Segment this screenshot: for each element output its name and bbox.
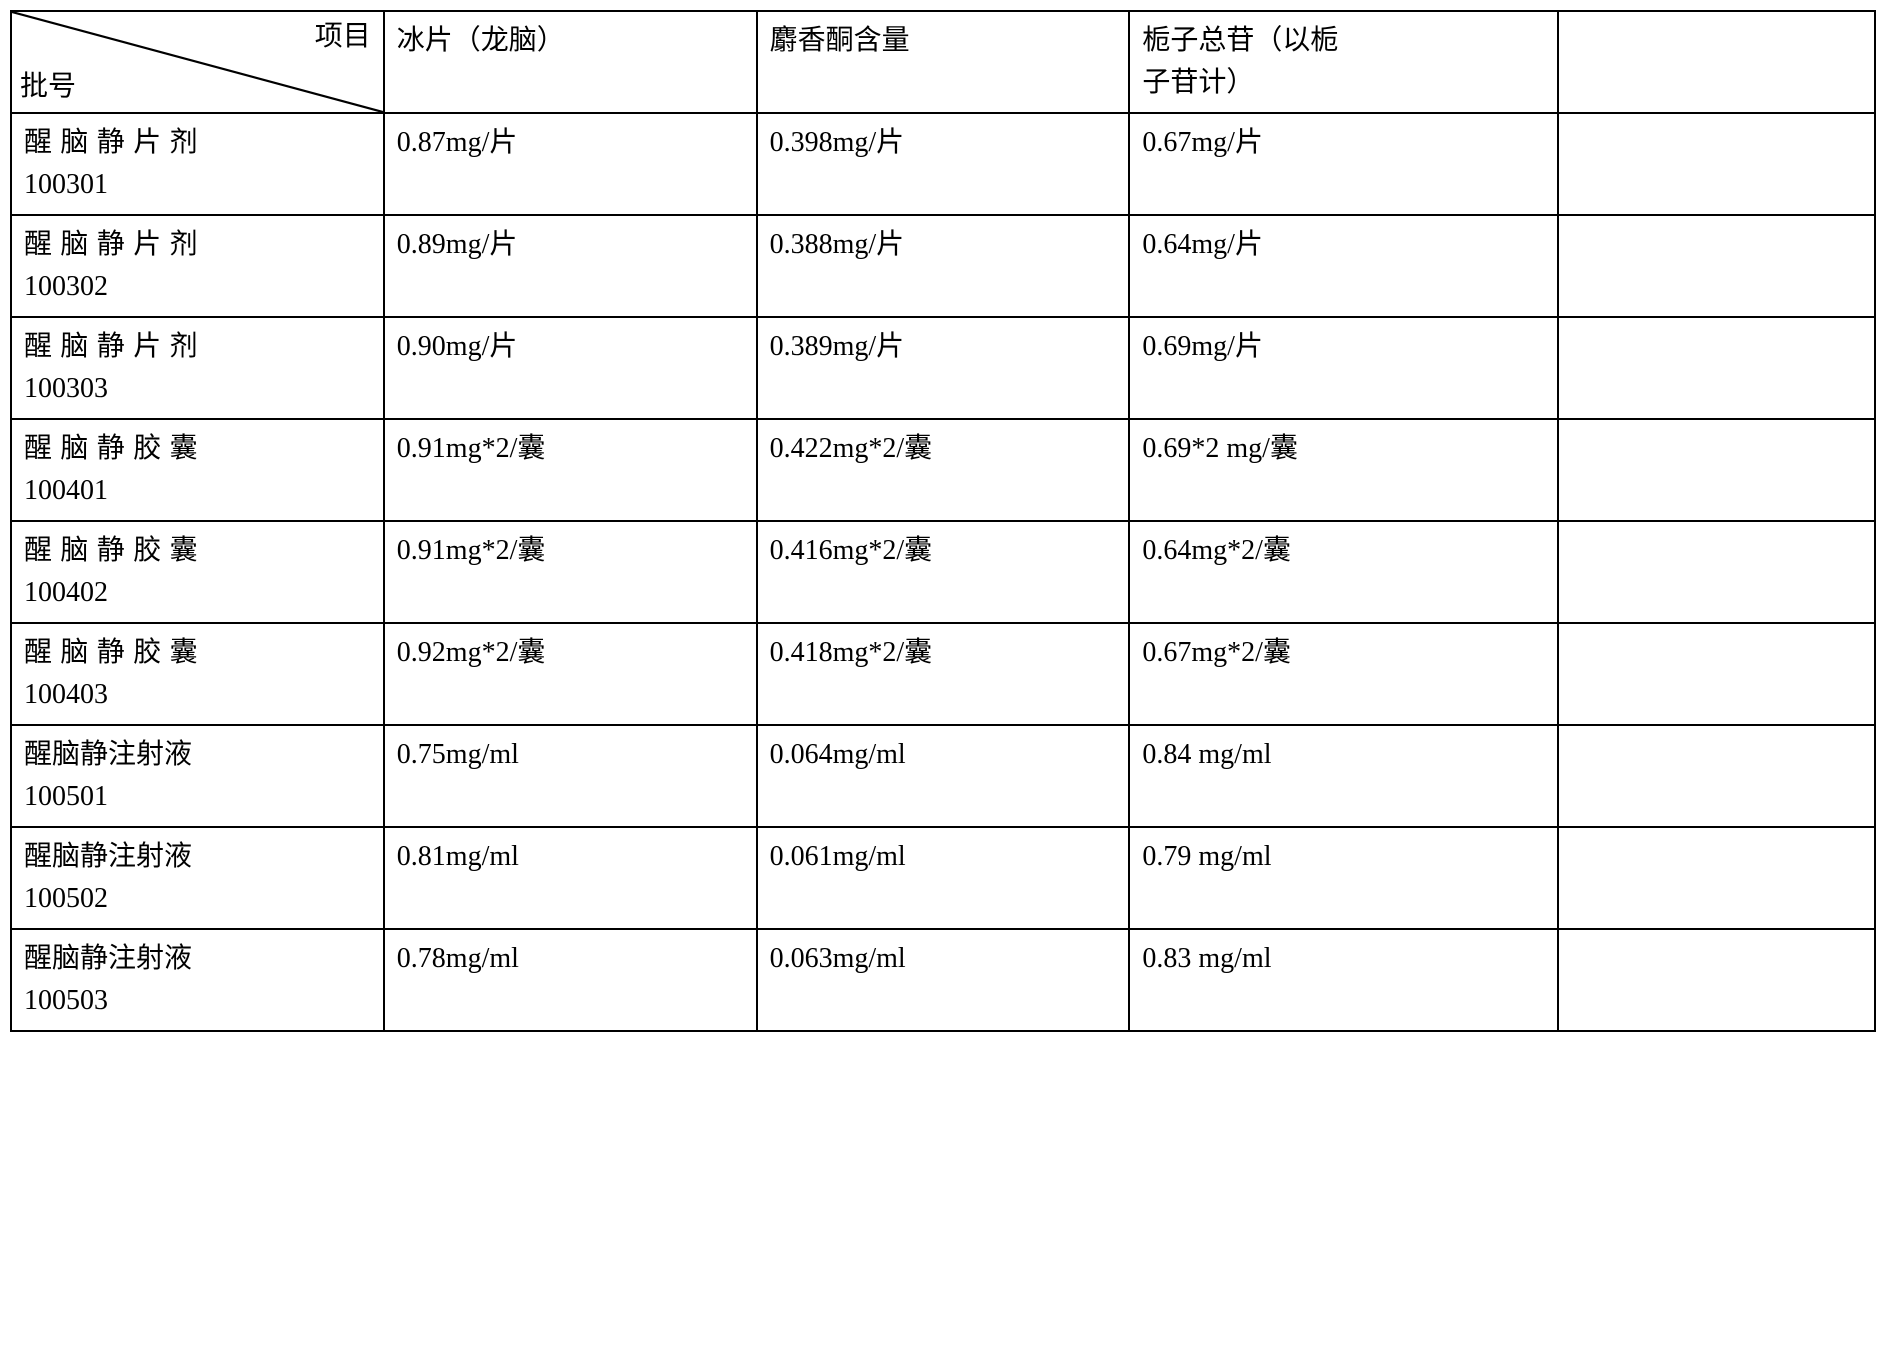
row-label-line2: 100402 [24,577,108,608]
row-label-line1: 醒脑静注射液 [24,841,192,872]
row-label-cell: 醒脑静注射液 100502 [11,827,384,929]
table-row: 醒脑静片剂 100302 0.89mg/片0.388mg/片0.64mg/片 [11,215,1875,317]
data-cell-col2: 0.398mg/片 [757,113,1130,215]
row-label-line1: 醒脑静片剂 [24,331,206,362]
header-col-1: 冰片（龙脑） [384,11,757,113]
row-label-line1: 醒脑静片剂 [24,229,206,260]
data-cell-col3: 0.83 mg/ml [1129,929,1558,1031]
header-col-2: 麝香酮含量 [757,11,1130,113]
row-label-line2: 100301 [24,169,108,200]
row-label-cell: 醒脑静注射液 100501 [11,725,384,827]
row-label-cell: 醒脑静胶囊 100401 [11,419,384,521]
row-label-cell: 醒脑静胶囊 100403 [11,623,384,725]
header-col-4 [1558,11,1875,113]
data-cell-col2: 0.422mg*2/囊 [757,419,1130,521]
table-row: 醒脑静片剂 100303 0.90mg/片0.389mg/片0.69mg/片 [11,317,1875,419]
row-label-cell: 醒脑静片剂 100302 [11,215,384,317]
data-cell-col4 [1558,929,1875,1031]
header-col-3: 栀子总苷（以栀 子苷计） [1129,11,1558,113]
header-col-3-line1: 栀子总苷（以栀 [1142,25,1338,56]
table-header-row: 项目 批号 冰片（龙脑） 麝香酮含量 栀子总苷（以栀 子苷计） [11,11,1875,113]
data-cell-col2: 0.388mg/片 [757,215,1130,317]
data-cell-col2: 0.389mg/片 [757,317,1130,419]
data-cell-col4 [1558,419,1875,521]
row-label-cell: 醒脑静胶囊 100402 [11,521,384,623]
row-label-cell: 醒脑静注射液 100503 [11,929,384,1031]
table-body: 醒脑静片剂1003010.87mg/片0.398mg/片0.67mg/片醒脑静片… [11,113,1875,1031]
data-cell-col1: 0.90mg/片 [384,317,757,419]
data-cell-col1: 0.81mg/ml [384,827,757,929]
data-cell-col4 [1558,725,1875,827]
row-label-line2: 100503 [24,985,108,1016]
data-table-container: 项目 批号 冰片（龙脑） 麝香酮含量 栀子总苷（以栀 子苷计） 醒脑静片剂 100… [10,10,1876,1032]
table-row: 醒脑静胶囊 100401 0.91mg*2/囊0.422mg*2/囊0.69*2 m… [11,419,1875,521]
row-label-line2: 100401 [24,475,108,506]
table-row: 醒脑静注射液 100501 0.75mg/ml0.064mg/ml0.84 mg/m… [11,725,1875,827]
data-cell-col3: 0.69mg/片 [1129,317,1558,419]
row-label-cell: 醒脑静片剂 100301 [11,113,384,215]
data-cell-col4 [1558,317,1875,419]
row-label-line2: 100303 [24,373,108,404]
data-cell-col4 [1558,827,1875,929]
row-label-line1: 醒脑静片剂 [24,127,206,158]
row-label-line2: 100302 [24,271,108,302]
table-row: 醒脑静胶囊 100402 0.91mg*2/囊0.416mg*2/囊0.64mg*2… [11,521,1875,623]
table-row: 醒脑静注射液 100502 0.81mg/ml0.061mg/ml0.79 mg/m… [11,827,1875,929]
table-row: 醒脑静注射液 100503 0.78mg/ml0.063mg/ml0.83 mg/m… [11,929,1875,1031]
diagonal-header-cell: 项目 批号 [11,11,384,113]
data-cell-col1: 0.75mg/ml [384,725,757,827]
row-label-line1: 醒脑静胶囊 [24,433,206,464]
data-cell-col1: 0.78mg/ml [384,929,757,1031]
data-cell-col1: 0.89mg/片 [384,215,757,317]
data-cell-col2: 0.418mg*2/囊 [757,623,1130,725]
data-cell-col3: 0.79 mg/ml [1129,827,1558,929]
data-cell-col2: 0.061mg/ml [757,827,1130,929]
table-row: 醒脑静胶囊 100403 0.92mg*2/囊0.418mg*2/囊0.67mg*2… [11,623,1875,725]
data-cell-col3: 0.69*2 mg/囊 [1129,419,1558,521]
data-cell-col3: 0.64mg*2/囊 [1129,521,1558,623]
data-cell-col4 [1558,215,1875,317]
row-label-line2: 100403 [24,679,108,710]
data-cell-col3: 0.67mg*2/囊 [1129,623,1558,725]
row-label-line1: 醒脑静注射液 [24,739,192,770]
row-label-line1: 醒脑静注射液 [24,943,192,974]
data-cell-col1: 0.87mg/片 [384,113,757,215]
diagonal-bottom-label: 批号 [20,66,76,108]
row-label-line1: 醒脑静胶囊 [24,637,206,668]
data-cell-col2: 0.064mg/ml [757,725,1130,827]
row-label-line2: 100502 [24,883,108,914]
data-cell-col4 [1558,521,1875,623]
data-cell-col3: 0.84 mg/ml [1129,725,1558,827]
row-label-line2: 100501 [24,781,108,812]
row-label-cell: 醒脑静片剂 100303 [11,317,384,419]
data-cell-col4 [1558,113,1875,215]
data-cell-col1: 0.91mg*2/囊 [384,419,757,521]
row-label-line1: 醒脑静胶囊 [24,535,206,566]
data-cell-col3: 0.67mg/片 [1129,113,1558,215]
table-row: 醒脑静片剂 100301 0.87mg/片0.398mg/片0.67mg/片 [11,113,1875,215]
data-cell-col3: 0.64mg/片 [1129,215,1558,317]
diagonal-top-label: 项目 [315,16,371,58]
data-cell-col1: 0.92mg*2/囊 [384,623,757,725]
data-cell-col2: 0.063mg/ml [757,929,1130,1031]
data-cell-col2: 0.416mg*2/囊 [757,521,1130,623]
data-cell-col1: 0.91mg*2/囊 [384,521,757,623]
data-cell-col4 [1558,623,1875,725]
data-table: 项目 批号 冰片（龙脑） 麝香酮含量 栀子总苷（以栀 子苷计） 醒脑静片剂 100… [10,10,1876,1032]
header-col-3-line2: 子苷计） [1142,67,1254,98]
